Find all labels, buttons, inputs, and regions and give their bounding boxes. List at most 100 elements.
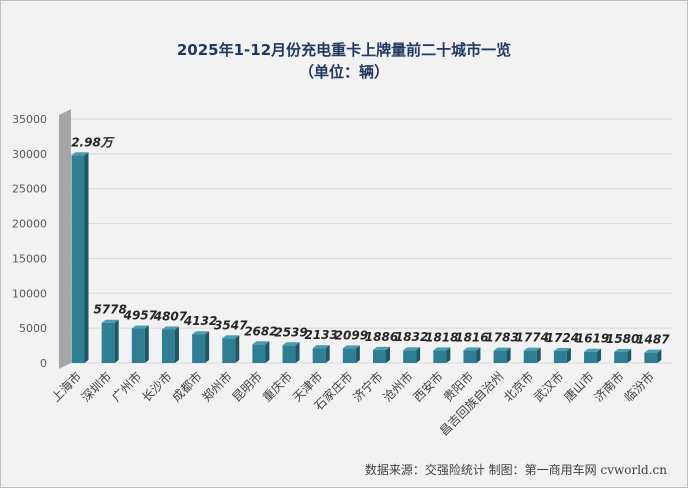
bar-top bbox=[403, 347, 421, 351]
data-label: 1487 bbox=[636, 333, 670, 347]
chart-title: 2025年1-12月份充电重卡上牌量前二十城市一览 （单位：辆） bbox=[1, 39, 687, 83]
x-category-label: 重庆市 bbox=[259, 369, 295, 405]
bar-top bbox=[131, 325, 149, 329]
axis-wall bbox=[59, 109, 71, 369]
y-tick-label: 5000 bbox=[19, 322, 47, 335]
y-tick-label: 35000 bbox=[12, 113, 47, 126]
x-category-label: 成都市 bbox=[169, 369, 205, 405]
bar-top bbox=[644, 349, 662, 353]
bar-top bbox=[584, 348, 602, 352]
bar bbox=[373, 349, 386, 363]
bar-side bbox=[205, 331, 210, 363]
data-label: 3547 bbox=[214, 318, 248, 332]
y-tick-label: 25000 bbox=[12, 183, 47, 196]
data-label: 2539 bbox=[274, 325, 307, 339]
bar-side bbox=[597, 348, 602, 363]
data-label: 1818 bbox=[425, 330, 458, 344]
x-category-label: 北京市 bbox=[500, 369, 536, 405]
x-category-label: 唐山市 bbox=[561, 369, 597, 405]
bar-top bbox=[553, 347, 571, 351]
bar-top bbox=[493, 347, 511, 351]
y-tick-label: 10000 bbox=[12, 287, 47, 300]
y-tick-label: 15000 bbox=[12, 252, 47, 265]
data-label: 1724 bbox=[546, 331, 579, 345]
bar-side bbox=[566, 347, 571, 363]
x-category-label: 上海市 bbox=[48, 369, 84, 405]
bar-top bbox=[523, 347, 541, 351]
x-category-label: 沧州市 bbox=[380, 369, 416, 405]
bar-side bbox=[446, 347, 451, 363]
x-category-label: 长沙市 bbox=[138, 369, 174, 405]
x-category-label: 临汾市 bbox=[621, 369, 657, 405]
bar bbox=[342, 348, 356, 363]
bar-top bbox=[614, 348, 632, 352]
data-label: 1886 bbox=[365, 330, 398, 344]
y-tick-label: 30000 bbox=[12, 148, 47, 161]
data-label: 4132 bbox=[183, 314, 217, 328]
bar-side bbox=[144, 325, 149, 363]
bar-top bbox=[342, 345, 360, 349]
data-label: 2.98万 bbox=[71, 135, 115, 149]
data-label: 2133 bbox=[304, 328, 337, 342]
y-tick-label: 20000 bbox=[12, 218, 47, 231]
bar bbox=[584, 351, 598, 363]
data-label: 4807 bbox=[153, 309, 188, 323]
bar-side bbox=[325, 345, 330, 363]
bar-side bbox=[627, 348, 632, 363]
bar bbox=[403, 350, 417, 363]
data-label: 1619 bbox=[576, 332, 609, 346]
data-label: 1783 bbox=[485, 331, 518, 345]
bar-top bbox=[282, 342, 300, 346]
bar bbox=[493, 350, 507, 363]
bar bbox=[614, 351, 628, 363]
bar-side bbox=[84, 152, 89, 363]
x-category-label: 武汉市 bbox=[530, 369, 566, 405]
bar-side bbox=[355, 345, 360, 363]
source-note: 数据来源：交强险统计 制图：第一商用车网 cvworld.cn bbox=[364, 463, 667, 477]
data-label: 1816 bbox=[455, 330, 488, 344]
y-tick-label: 0 bbox=[40, 357, 47, 370]
x-category-label: 郑州市 bbox=[199, 369, 235, 405]
bar bbox=[644, 352, 658, 363]
data-label: 2682 bbox=[244, 324, 277, 338]
data-label: 4957 bbox=[123, 308, 158, 322]
bar-top bbox=[222, 335, 240, 339]
data-label: 1580 bbox=[606, 332, 639, 346]
data-label: 1774 bbox=[516, 331, 549, 345]
bar-side bbox=[506, 347, 511, 363]
bar bbox=[282, 345, 296, 363]
bar bbox=[161, 329, 175, 363]
bar bbox=[463, 350, 477, 363]
bar-side bbox=[265, 341, 270, 363]
bar-top bbox=[463, 347, 481, 351]
data-label: 2099 bbox=[335, 328, 368, 342]
x-category-label: 西安市 bbox=[410, 369, 446, 405]
bar bbox=[252, 344, 266, 363]
bar-side bbox=[476, 347, 481, 363]
bar-top bbox=[373, 346, 390, 350]
bar bbox=[523, 350, 537, 363]
bar-side bbox=[235, 335, 240, 363]
bar bbox=[553, 350, 567, 363]
bar-top bbox=[433, 347, 451, 351]
bar bbox=[312, 348, 326, 363]
bar-side bbox=[295, 342, 300, 363]
x-category-label: 深圳市 bbox=[78, 369, 114, 405]
bar-top bbox=[192, 331, 210, 335]
x-category-label: 济宁市 bbox=[350, 369, 386, 405]
bar-top bbox=[71, 152, 89, 156]
bar bbox=[71, 155, 85, 363]
bar-top bbox=[161, 326, 179, 330]
bar-side bbox=[536, 347, 541, 363]
bar-side bbox=[174, 326, 179, 363]
data-label: 1832 bbox=[395, 330, 428, 344]
x-category-label: 济南市 bbox=[591, 369, 627, 405]
bar bbox=[131, 328, 145, 363]
bar-top bbox=[312, 345, 330, 349]
x-category-label: 广州市 bbox=[108, 369, 144, 405]
x-category-label: 昆明市 bbox=[229, 369, 265, 405]
bar bbox=[192, 334, 206, 363]
bar-side bbox=[386, 346, 390, 363]
